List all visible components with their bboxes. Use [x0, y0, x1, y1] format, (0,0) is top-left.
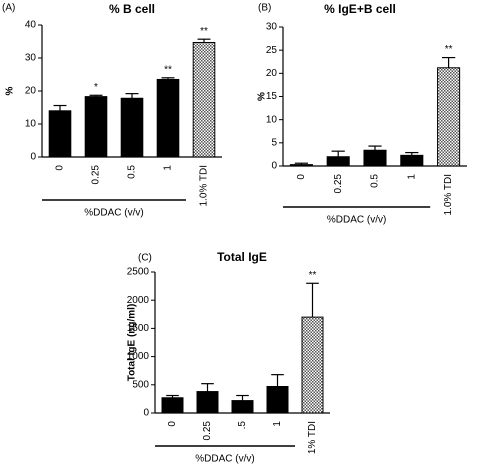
y-tick-label: 2000: [127, 295, 150, 306]
panel-label: (A): [2, 3, 15, 14]
x-tick-label: 0.5: [127, 165, 138, 179]
y-tick-label: 10: [25, 119, 37, 130]
bar: [192, 41, 216, 158]
bar: [326, 156, 350, 167]
x-tick-label: 0: [167, 421, 178, 427]
panel-label: (B): [258, 3, 271, 14]
y-tick-label: 500: [132, 379, 149, 390]
group-label: %DDAC (v/v): [84, 208, 143, 219]
bar: [120, 97, 144, 158]
y-axis-title: Total IgE (ng/ml): [127, 304, 138, 382]
y-tick-label: 25: [266, 45, 278, 56]
x-tick-label: 1: [272, 421, 283, 427]
chart-title: Total IgE: [217, 250, 267, 264]
y-tick-label: 1000: [127, 351, 150, 362]
x-tick-label: 1% TDI: [307, 421, 318, 454]
y-tick-label: 20: [266, 68, 278, 79]
x-tick-label: 0.25: [202, 421, 213, 441]
y-tick-label: 30: [266, 22, 278, 33]
y-tick-label: 0: [271, 161, 277, 172]
bar: [437, 67, 461, 167]
bar: [400, 154, 424, 167]
y-tick-label: 20: [25, 86, 37, 97]
x-tick-label: 1: [406, 174, 417, 180]
y-tick-label: 1500: [127, 323, 150, 334]
y-tick-label: 10: [266, 114, 278, 125]
x-tick-label: 1.0% TDI: [443, 174, 454, 216]
x-tick-label: 0.5: [370, 174, 381, 188]
panel-label: (C): [138, 253, 152, 264]
bar: [301, 316, 324, 414]
y-tick-label: 2500: [127, 267, 150, 278]
significance: **: [200, 26, 208, 37]
x-tick-label: 0: [296, 174, 307, 180]
bar: [196, 391, 219, 414]
bar: [161, 397, 184, 414]
chart-title: % B cell: [109, 2, 155, 16]
chart-title: % IgE+B cell: [324, 2, 396, 16]
significance: **: [445, 44, 453, 55]
y-tick-label: 40: [25, 20, 37, 31]
x-tick-label: 1.0% TDI: [199, 165, 210, 207]
x-tick-label: 0: [55, 165, 66, 171]
x-tick-label: .5: [237, 421, 248, 430]
x-tick-label: 1: [163, 165, 174, 171]
y-tick-label: 30: [25, 53, 37, 64]
group-label: %DDAC (v/v): [327, 215, 386, 226]
bar: [231, 400, 254, 414]
y-tick-label: 15: [266, 91, 278, 102]
y-tick-label: 0: [143, 408, 149, 419]
y-tick-label: 5: [271, 137, 277, 148]
group-label: %DDAC (v/v): [195, 454, 254, 465]
bar: [363, 149, 387, 167]
y-axis-title: %: [257, 92, 268, 101]
x-tick-label: 0.25: [91, 165, 102, 185]
significance: *: [94, 82, 98, 93]
significance: **: [309, 270, 317, 281]
y-tick-label: 0: [30, 152, 36, 163]
y-axis-title: %: [5, 86, 16, 95]
bar: [156, 78, 180, 158]
significance: **: [164, 64, 172, 75]
bar: [289, 164, 313, 167]
bar: [266, 385, 289, 414]
x-tick-label: 0.25: [333, 174, 344, 194]
bar: [84, 96, 108, 158]
bar: [48, 110, 72, 158]
